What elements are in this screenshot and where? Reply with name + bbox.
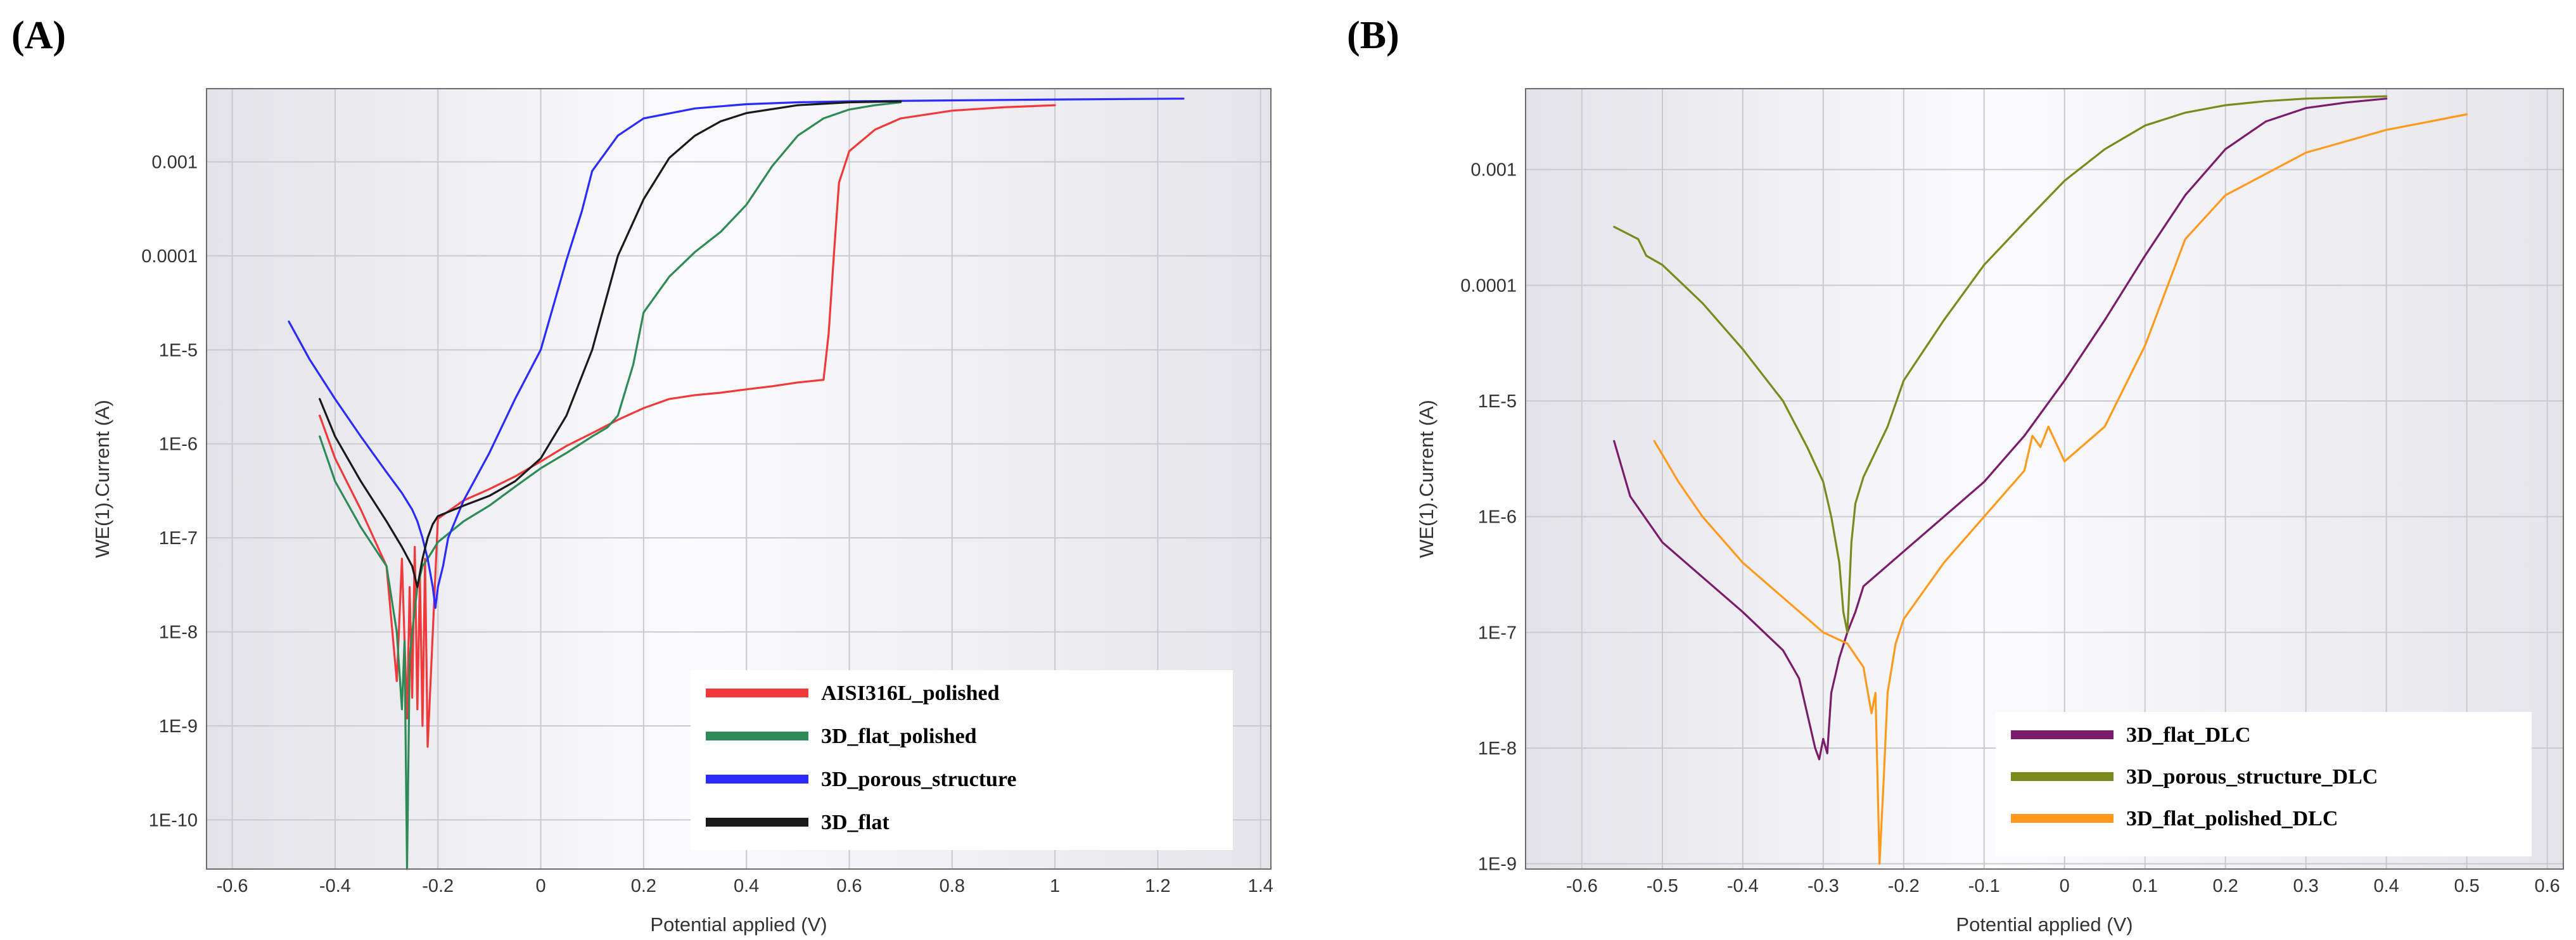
- legend-label: 3D_flat_DLC: [2126, 723, 2250, 747]
- x-axis-label-b: Potential applied (V): [1956, 913, 2133, 936]
- x-tick-label: 0.3: [2293, 876, 2319, 896]
- y-tick-label: 0.0001: [141, 246, 198, 267]
- x-tick-label: -0.5: [1647, 876, 1678, 896]
- legend-label: AISI316L_polished: [821, 682, 1000, 705]
- x-tick-label: 0: [2060, 876, 2070, 896]
- y-tick-labels-a: 1E-10 1E-9 1E-8 1E-7 1E-6 1E-5 0.0001 0.001: [141, 152, 198, 830]
- y-tick-label: 1E-5: [159, 340, 198, 360]
- panel-label-a: (A): [11, 14, 66, 57]
- y-tick-label: 1E-6: [1478, 507, 1517, 528]
- series-group-b: [1613, 95, 2468, 865]
- y-tick-label: 1E-8: [159, 623, 198, 643]
- series-line-aisi316l-polished: [319, 104, 1056, 748]
- series-line-3d-flat-dlc: [1613, 98, 2388, 761]
- grid-a: [207, 89, 1271, 869]
- legend-label: 3D_flat_polished_DLC: [2126, 807, 2338, 830]
- x-tick-label: 0.8: [940, 876, 965, 896]
- x-tick-label: -0.6: [217, 876, 248, 896]
- x-tick-label: 0.5: [2454, 876, 2479, 896]
- x-tick-label: -0.2: [1888, 876, 1920, 896]
- y-axis-label-a: WE(1).Current (A): [91, 400, 113, 558]
- chart-panel-b: (B) -0.6 -0.5 -0.4 -0.3 -0.2 -0.1 0 0.1 0.2 0.3 0.…: [1347, 14, 2564, 936]
- y-tick-label: 1E-7: [159, 528, 198, 549]
- legend-label: 3D_porous_structure: [821, 768, 1017, 791]
- x-tick-label: -0.4: [1727, 876, 1759, 896]
- y-tick-label: 1E-9: [159, 716, 198, 737]
- x-tick-label: -0.6: [1566, 876, 1598, 896]
- x-axis-label-a: Potential applied (V): [650, 913, 827, 936]
- x-tick-label: 0: [535, 876, 545, 896]
- x-tick-label: 0.4: [734, 876, 759, 896]
- y-tick-label: 1E-8: [1478, 739, 1517, 759]
- legend-a: AISI316L_polished 3D_flat_polished 3D_poro…: [691, 670, 1233, 850]
- x-tick-label: 0.4: [2373, 876, 2399, 896]
- y-tick-label: 1E-9: [1478, 854, 1517, 875]
- x-tick-label: 0.2: [631, 876, 656, 896]
- x-tick-labels-b: -0.6 -0.5 -0.4 -0.3 -0.2 -0.1 0 0.1 0.2 0.3 0.4 0.5…: [1566, 876, 2560, 896]
- y-tick-label: 0.001: [1470, 160, 1517, 181]
- series-line-3d-flat-polished: [319, 101, 902, 870]
- chart-panel-a: (A) -0.6 -0.4 -0.2 0 0.2 0.4 0.6 0.8 1 1.2 1.4 1E-…: [11, 14, 1273, 936]
- legend-b: 3D_flat_DLC 3D_porous_structure_DLC 3D_fla…: [1996, 712, 2532, 856]
- series-line-3d-flat: [319, 100, 902, 588]
- y-tick-labels-b: 1E-9 1E-8 1E-7 1E-6 1E-5 0.0001 0.001: [1460, 160, 1517, 875]
- y-tick-label: 0.001: [151, 152, 198, 172]
- x-tick-label: 1.2: [1145, 876, 1170, 896]
- series-group-a: [288, 98, 1185, 870]
- x-tick-labels-a: -0.6 -0.4 -0.2 0 0.2 0.4 0.6 0.8 1 1.2 1.4: [217, 876, 1273, 896]
- y-tick-label: 0.0001: [1460, 276, 1517, 296]
- y-tick-label: 1E-7: [1478, 623, 1517, 643]
- plot-frame-a: [206, 88, 1272, 870]
- x-tick-label: 0.1: [2133, 876, 2158, 896]
- x-tick-label: 1.4: [1248, 876, 1273, 896]
- x-tick-label: 0.6: [2534, 876, 2560, 896]
- x-tick-label: -0.3: [1808, 876, 1839, 896]
- plot-frame-b: [1525, 88, 2564, 870]
- y-tick-label: 1E-5: [1478, 391, 1517, 412]
- y-axis-label-b: WE(1).Current (A): [1415, 400, 1438, 558]
- x-tick-label: -0.1: [1968, 876, 2000, 896]
- x-tick-label: -0.2: [422, 876, 454, 896]
- x-tick-label: 1: [1050, 876, 1060, 896]
- legend-label: 3D_flat_polished: [821, 725, 977, 748]
- legend-label: 3D_porous_structure_DLC: [2126, 765, 2378, 789]
- x-tick-label: 0.6: [836, 876, 862, 896]
- y-tick-label: 1E-10: [149, 810, 198, 830]
- series-line-3d-porous-structure-dlc: [1613, 95, 2388, 633]
- x-tick-label: -0.4: [319, 876, 351, 896]
- x-tick-label: 0.2: [2213, 876, 2238, 896]
- legend-label: 3D_flat: [821, 811, 889, 834]
- series-line-3d-flat-polished-dlc: [1653, 113, 2468, 865]
- y-tick-label: 1E-6: [159, 435, 198, 455]
- series-line-3d-porous-structure: [288, 98, 1185, 609]
- panel-label-b: (B): [1347, 14, 1400, 57]
